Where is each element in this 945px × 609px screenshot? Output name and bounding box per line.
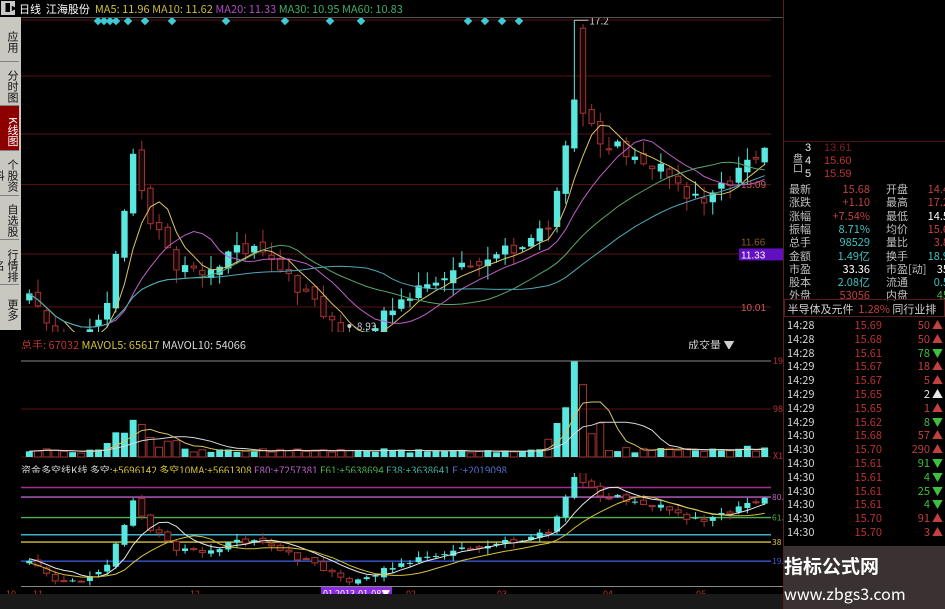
svg-text:19.8: 19.8 [772, 555, 783, 567]
svg-text:9800: 9800 [773, 402, 783, 415]
svg-text:X10: X10 [773, 449, 783, 462]
svg-text:80.9: 80.9 [772, 491, 783, 503]
svg-text:38: 38 [772, 536, 782, 548]
svg-text:-8.93: -8.93 [353, 318, 376, 332]
svg-text:13.09: 13.09 [741, 180, 766, 191]
svg-text:61.4: 61.4 [772, 512, 783, 524]
svg-text:11.33: 11.33 [741, 250, 766, 261]
svg-text:19600: 19600 [773, 354, 783, 367]
svg-text:17.2: 17.2 [589, 18, 609, 27]
svg-text:11.66: 11.66 [741, 237, 766, 248]
svg-text:10.01: 10.01 [741, 303, 766, 314]
